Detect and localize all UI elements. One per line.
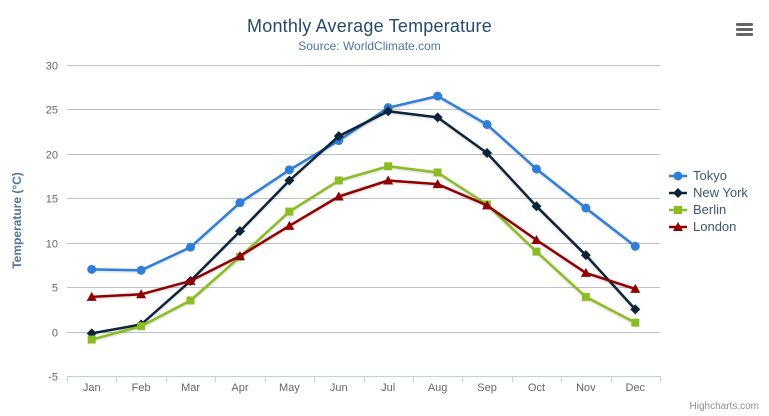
data-point[interactable] [285,207,294,216]
data-point[interactable] [383,106,394,117]
data-point[interactable] [631,318,640,327]
data-point[interactable] [531,201,542,212]
data-point[interactable] [433,91,443,101]
data-point[interactable] [87,335,96,344]
data-point[interactable] [580,267,591,277]
legend-label: New York [693,185,748,200]
x-axis-label: Jan [83,382,101,394]
x-axis-label: Sep [477,382,497,394]
data-point[interactable] [234,226,245,237]
series-tokyo [87,91,640,275]
series-path[interactable] [90,94,637,272]
x-axis-label: Mar [181,382,200,394]
data-point[interactable] [136,289,147,299]
credits-link[interactable]: Highcharts.com [689,401,759,412]
data-point[interactable] [581,203,591,213]
x-axis-label: Feb [132,382,151,394]
data-point[interactable] [185,275,196,285]
y-axis-label: 5 [52,283,58,295]
series-new-york [86,106,641,339]
data-point[interactable] [284,175,295,186]
y-axis-label: 0 [52,328,58,340]
data-point[interactable] [482,120,492,130]
x-axis-label: Aug [428,382,448,394]
series-path[interactable] [90,179,637,299]
data-point[interactable] [383,175,394,185]
y-axis-label: -5 [48,372,58,384]
data-point[interactable] [186,296,195,305]
data-point[interactable] [333,191,344,201]
data-point[interactable] [432,112,443,123]
circle-legend-marker-icon [669,171,687,180]
x-axis-label: Dec [626,382,646,394]
data-point[interactable] [234,251,245,261]
data-point[interactable] [482,147,493,158]
data-point[interactable] [284,220,295,230]
square-legend-marker-icon [669,205,687,214]
x-axis-label: Nov [576,382,596,394]
data-point[interactable] [532,247,541,256]
data-point[interactable] [186,242,196,252]
data-point[interactable] [581,292,590,301]
y-axis-label: 20 [46,150,58,162]
y-axis-title: Temperature (°C) [10,172,24,269]
chart-title: Monthly Average Temperature [247,16,492,36]
data-point[interactable] [531,235,542,245]
y-axis-label: 25 [46,105,58,117]
x-axis-label: Jul [381,382,395,394]
series-london [86,175,641,301]
data-point[interactable] [334,176,343,185]
data-point[interactable] [87,264,97,274]
data-point[interactable] [86,291,97,301]
data-point[interactable] [433,168,442,177]
hamburger-icon[interactable] [732,19,756,39]
data-point[interactable] [531,164,541,174]
legend-marker-symbol[interactable] [674,205,682,214]
legend-label: Tokyo [693,168,727,183]
legend-marker-symbol[interactable] [673,171,683,180]
x-axis-label: May [279,382,300,394]
legend-item-new-york[interactable]: New York [668,184,748,201]
legend-item-berlin[interactable]: Berlin [668,201,748,218]
data-point[interactable] [580,250,591,261]
legend-label: Berlin [693,202,727,217]
chart-subtitle: Source: WorldClimate.com [298,39,441,53]
data-point[interactable] [137,322,146,331]
diamond-legend-marker-icon [669,187,687,198]
x-axis-label: Jun [330,382,348,394]
data-point[interactable] [136,265,146,275]
legend-label: London [693,219,737,234]
legend-marker-symbol[interactable] [673,187,683,198]
legend-marker-symbol[interactable] [673,221,683,231]
data-point[interactable] [384,162,393,171]
legend-item-tokyo[interactable]: Tokyo [668,167,748,184]
series-path[interactable] [90,165,637,341]
data-point[interactable] [630,304,641,315]
data-point[interactable] [630,241,640,251]
data-point[interactable] [235,198,245,208]
legend-item-london[interactable]: London [668,218,748,235]
x-axis-label: Oct [528,382,545,394]
y-axis-label: 15 [46,194,58,206]
data-point[interactable] [432,179,443,189]
data-point[interactable] [284,165,294,175]
data-point[interactable] [630,283,641,293]
y-axis-label: 30 [46,61,58,73]
data-point[interactable] [333,131,344,142]
data-point[interactable] [482,200,493,210]
y-axis-label: 10 [46,239,58,251]
triangle-legend-marker-icon [669,221,687,231]
chart-legend: Tokyo New York Berlin London [668,167,748,235]
x-axis-label: Apr [231,382,248,394]
series-path[interactable] [90,109,637,335]
